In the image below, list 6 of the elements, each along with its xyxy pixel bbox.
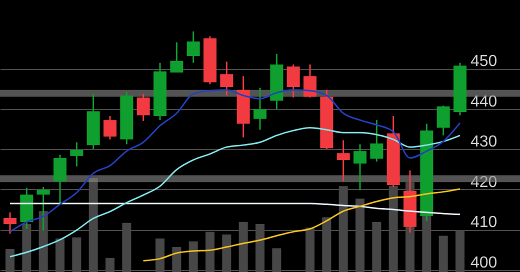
y-tick-label: 420 (470, 174, 498, 191)
y-tick-label: 410 (470, 214, 498, 232)
y-tick-label: 430 (470, 134, 498, 151)
y-tick-label: 400 (470, 254, 498, 272)
y-tick-label: 450 (470, 53, 498, 70)
y-tick-label: 440 (470, 93, 498, 110)
